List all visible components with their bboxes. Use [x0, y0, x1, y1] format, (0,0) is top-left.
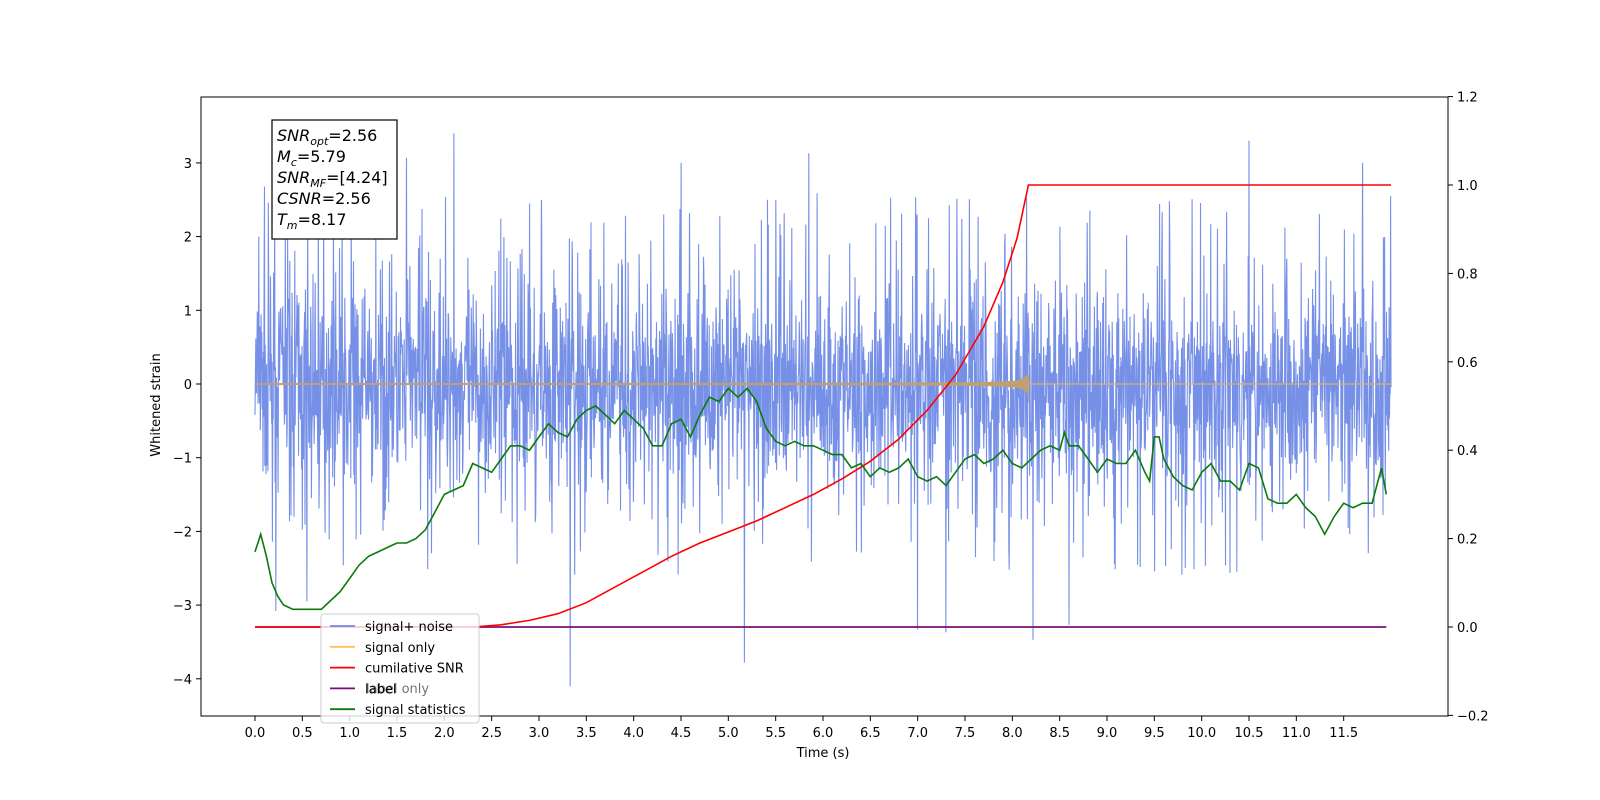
x-tick-label: 6.5 — [860, 726, 881, 741]
y-tick-label: −2 — [173, 525, 192, 540]
x-tick-label: 11.5 — [1329, 726, 1358, 741]
x-tick-label: 6.0 — [813, 726, 834, 741]
x-tick-label: 5.5 — [765, 726, 786, 741]
x-tick-label: 9.0 — [1097, 726, 1118, 741]
annotation-line: SNRopt=2.56 — [277, 126, 377, 148]
legend-hidden-text: label only — [366, 682, 429, 697]
legend-label: signal+ noise — [365, 620, 453, 635]
legend-frame — [320, 613, 480, 724]
y2-tick-label: 1.0 — [1457, 179, 1478, 194]
legend-label: cumilative SNR — [365, 662, 464, 677]
x-tick-label: 3.0 — [529, 726, 550, 741]
series-layer — [254, 133, 1392, 687]
x-tick-label: 7.5 — [955, 726, 976, 741]
x-tick-label: 8.5 — [1049, 726, 1070, 741]
legend-label: signal statistics — [365, 703, 466, 718]
legend-label: label — [365, 682, 396, 697]
x-tick-label: 2.5 — [481, 726, 502, 741]
y2-tick-label: 0.4 — [1457, 444, 1478, 459]
series-cumulative-snr-line — [255, 184, 1391, 628]
x-tick-label: 5.0 — [718, 726, 739, 741]
x-tick-label: 4.0 — [623, 726, 644, 741]
y-tick-label: 0 — [184, 378, 192, 393]
y-tick-label: −1 — [173, 452, 192, 467]
y2-tick-label: 0.0 — [1457, 621, 1478, 636]
x-tick-label: 1.5 — [387, 726, 408, 741]
y-axis-label: Whitened strain — [149, 353, 164, 456]
x-tick-label: 8.0 — [1002, 726, 1023, 741]
x-tick-label: 0.0 — [245, 726, 266, 741]
y-tick-label: 1 — [184, 304, 192, 319]
x-tick-label: 7.0 — [907, 726, 928, 741]
annotation-line: Mc=5.79 — [277, 147, 346, 169]
x-tick-label: 2.0 — [434, 726, 455, 741]
series-signal-only-envelope — [254, 373, 1029, 403]
y-tick-label: 3 — [184, 157, 192, 172]
series-signal-noise-line — [254, 133, 1392, 687]
y2-tick-label: −0.2 — [1457, 709, 1489, 724]
x-tick-label: 1.0 — [339, 726, 360, 741]
x-tick-label: 11.0 — [1282, 726, 1311, 741]
x-axis-label: Time (s) — [796, 746, 850, 761]
x-tick-label: 3.5 — [576, 726, 597, 741]
plot-frame — [200, 96, 1449, 717]
legend: label only signal+ noise signal only cumila… — [320, 613, 480, 724]
y-tick-label: −3 — [173, 599, 192, 614]
series-signal-statistics-line — [254, 387, 1388, 611]
annotation-frame — [271, 119, 398, 240]
y2-tick-label: 0.2 — [1457, 533, 1478, 548]
annotation-line: CSNR=2.56 — [277, 189, 371, 208]
x-tick-label: 10.0 — [1187, 726, 1216, 741]
x-tick-label: 0.5 — [292, 726, 313, 741]
y2-tick-label: 0.6 — [1457, 356, 1478, 371]
legend-label: signal only — [365, 641, 435, 656]
annotation-line: Tm=8.17 — [277, 210, 347, 232]
y-tick-label: 2 — [184, 231, 192, 246]
x-tick-label: 4.5 — [671, 726, 692, 741]
x-tick-label: 9.5 — [1144, 726, 1165, 741]
axes: 0.0 0.5 1.0 1.5 2.0 2.5 3.0 3.5 4.0 4.5 5.0 5.5 6.0 6… — [173, 91, 1489, 741]
y2-tick-label: 1.2 — [1457, 91, 1478, 106]
y-tick-label: −4 — [173, 673, 192, 688]
y2-tick-label: 0.8 — [1457, 267, 1478, 282]
x-tick-label: 10.5 — [1235, 726, 1264, 741]
annotation-line: SNRMF=[4.24] — [277, 168, 388, 190]
